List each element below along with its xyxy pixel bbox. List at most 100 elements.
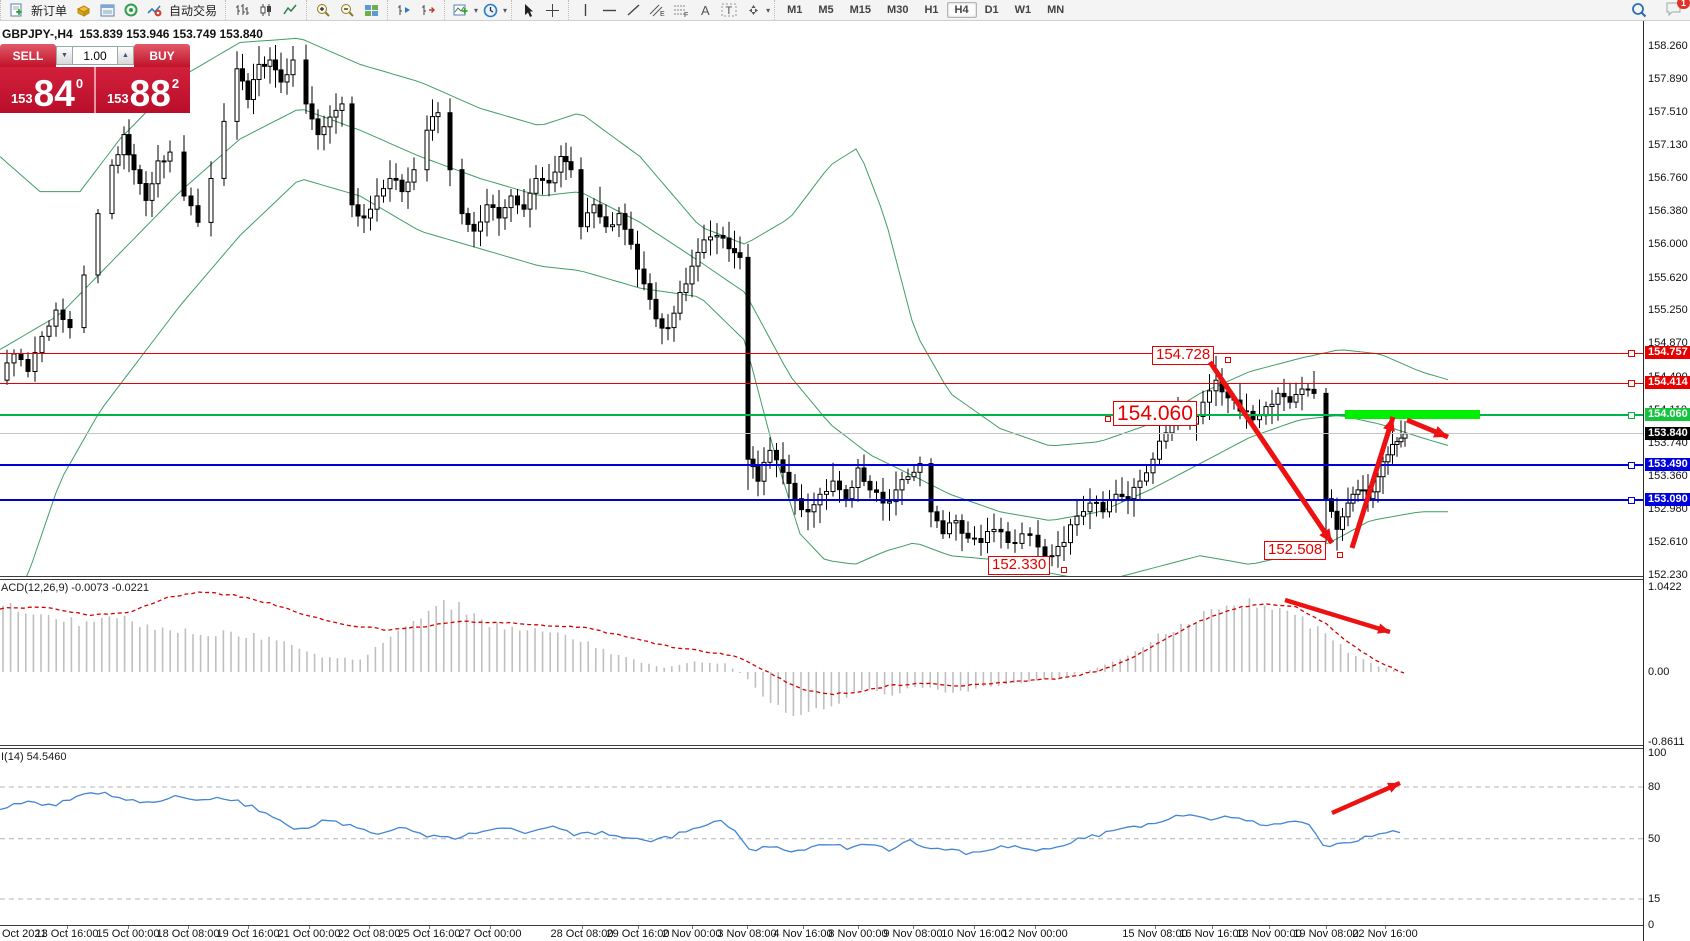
line-handle[interactable] (1628, 380, 1635, 388)
sell-price-button[interactable]: 153 84 0 (0, 67, 94, 113)
volume-decrease-button[interactable]: ▼ (56, 46, 73, 65)
timeframe-button-d1[interactable]: D1 (984, 4, 999, 16)
buy-price-prefix: 153 (106, 91, 129, 106)
pivot-price-label[interactable]: 152.508 (1264, 541, 1327, 560)
sell-price-big: 84 (33, 72, 75, 114)
date-tick-label: 28 Oct 08:00 (550, 928, 614, 940)
date-tick-label: 16 Nov 16:00 (1179, 928, 1245, 940)
rsi-panel[interactable]: I(14) 54.5460 (0, 749, 1643, 925)
date-tick-mark (67, 926, 68, 929)
date-tick-mark (1212, 926, 1213, 929)
price-axis[interactable]: 0 15 50 80 100 -0.8611 0.00 1.0422 152.230 152.61… (1643, 21, 1690, 941)
cursor-icon[interactable] (517, 0, 539, 20)
pivot-price-label[interactable]: 152.330 (988, 556, 1051, 575)
horizontal-line-tool-icon[interactable] (598, 0, 620, 20)
auto-scroll-icon[interactable] (417, 0, 439, 20)
date-tick-mark (1269, 926, 1270, 929)
auto-trading-icon[interactable] (144, 0, 166, 20)
bar-chart-mode-icon[interactable] (231, 0, 253, 20)
date-tick-mark (1385, 926, 1386, 929)
axis-tick-label: 0 (1648, 918, 1655, 931)
date-tick-mark (974, 926, 975, 929)
pivot-price-label[interactable]: 154.060 (1113, 401, 1197, 427)
axis-tick-label: 152.610 (1648, 535, 1688, 548)
arrows-tool-dropdown[interactable]: ▾ (766, 5, 771, 15)
line-handle[interactable] (1628, 350, 1635, 358)
candlestick-mode-icon[interactable] (255, 0, 277, 20)
crosshair-icon[interactable] (541, 0, 563, 20)
chart-shift-icon[interactable] (393, 0, 415, 20)
sell-tab[interactable]: SELL (0, 44, 56, 67)
new-order-label[interactable]: 新订单 (31, 3, 68, 18)
axis-tick-label: 156.760 (1648, 171, 1688, 184)
buy-price-button[interactable]: 153 88 2 (96, 67, 190, 113)
chat-icon[interactable]: 1 (1665, 0, 1690, 19)
panel-separator[interactable] (0, 576, 1690, 580)
buy-tab[interactable]: BUY (134, 44, 190, 67)
period-dropdown[interactable]: ▾ (503, 5, 508, 15)
date-tick-mark (638, 926, 639, 929)
timeframe-button-mn[interactable]: MN (1047, 4, 1065, 16)
macd-label: ACD(12,26,9) -0.0073 -0.0221 (1, 582, 149, 594)
volume-increase-button[interactable]: ▲ (117, 46, 134, 65)
data-window-icon[interactable] (96, 0, 118, 20)
text-label-tool-icon[interactable]: T (718, 0, 740, 20)
new-order-icon[interactable] (6, 0, 28, 20)
label-anchor (1061, 566, 1068, 573)
line-handle[interactable] (1628, 461, 1635, 469)
horizontal-level-line[interactable] (0, 498, 1643, 501)
date-tick-label: 25 Oct 16:00 (397, 928, 461, 940)
horizontal-level-line[interactable] (0, 352, 1643, 354)
strategy-tester-icon[interactable] (120, 0, 142, 20)
main-price-panel[interactable]: GBPJPY-,H4 153.839 153.946 153.749 153.8… (0, 21, 1643, 576)
add-indicator-icon[interactable] (450, 0, 472, 20)
zoom-out-icon[interactable] (336, 0, 358, 20)
timeframe-button-m5[interactable]: M5 (818, 4, 834, 16)
tile-windows-icon[interactable] (360, 0, 382, 20)
equidistant-channel-tool-icon[interactable]: E (646, 0, 668, 20)
pivot-price-label[interactable]: 154.728 (1152, 346, 1215, 365)
date-tick-label: 8 Nov 00:00 (828, 928, 888, 940)
date-tick-label: 15 Nov 08:00 (1122, 928, 1188, 940)
candlestick-plot[interactable] (0, 21, 1643, 576)
market-watch-icon[interactable] (72, 0, 94, 20)
axis-tick-label: 156.000 (1648, 238, 1688, 251)
add-indicator-dropdown[interactable]: ▾ (474, 5, 479, 15)
line-handle[interactable] (1628, 496, 1635, 504)
axis-tick-label: 1.0422 (1648, 581, 1682, 593)
horizontal-level-line[interactable] (0, 382, 1643, 384)
timeframe-button-w1[interactable]: W1 (1014, 4, 1032, 16)
date-axis[interactable]: Oct 2021 13 Oct 16:00 15 Oct 00:00 18 Oct 0… (0, 925, 1690, 941)
timeframe-button-m1[interactable]: M1 (787, 4, 803, 16)
date-tick-mark (1326, 926, 1327, 929)
timeframe-button-h1[interactable]: H1 (924, 4, 939, 16)
toolbar-group-cursor (511, 0, 568, 20)
axis-tick-label: 156.380 (1648, 204, 1688, 217)
panel-separator[interactable] (0, 745, 1690, 749)
vertical-line-tool-icon[interactable] (574, 0, 596, 20)
trendline-tool-icon[interactable] (622, 0, 644, 20)
timeframe-button-h4[interactable]: H4 (946, 2, 977, 18)
volume-input[interactable] (73, 46, 117, 65)
line-handle[interactable] (1628, 411, 1635, 419)
text-tool-icon[interactable]: A (694, 0, 716, 20)
auto-trading-label[interactable]: 自动交易 (169, 3, 218, 18)
search-icon[interactable] (1628, 0, 1650, 20)
date-tick-label: 22 Oct 08:00 (337, 928, 401, 940)
line-chart-mode-icon[interactable] (279, 0, 301, 20)
timeframe-button-m15[interactable]: M15 (849, 4, 872, 16)
horizontal-level-line[interactable] (0, 463, 1643, 466)
macd-panel[interactable]: ACD(12,26,9) -0.0073 -0.0221 (0, 580, 1643, 745)
horizontal-level-line[interactable] (0, 413, 1643, 416)
fibonacci-tool-icon[interactable]: F (670, 0, 692, 20)
period-clock-icon[interactable] (479, 0, 501, 20)
axis-tick-label: -0.8611 (1648, 736, 1685, 748)
timeframe-button-m30[interactable]: M30 (887, 4, 909, 16)
zoom-in-icon[interactable] (312, 0, 334, 20)
date-tick-mark (128, 926, 129, 929)
svg-text:E: E (660, 11, 665, 17)
green-highlight-zone[interactable] (1345, 410, 1480, 419)
label-anchor (1105, 415, 1111, 422)
arrows-tool-icon[interactable] (742, 0, 764, 20)
toolbar-group-indicators: ▾ ▾ (444, 0, 511, 20)
